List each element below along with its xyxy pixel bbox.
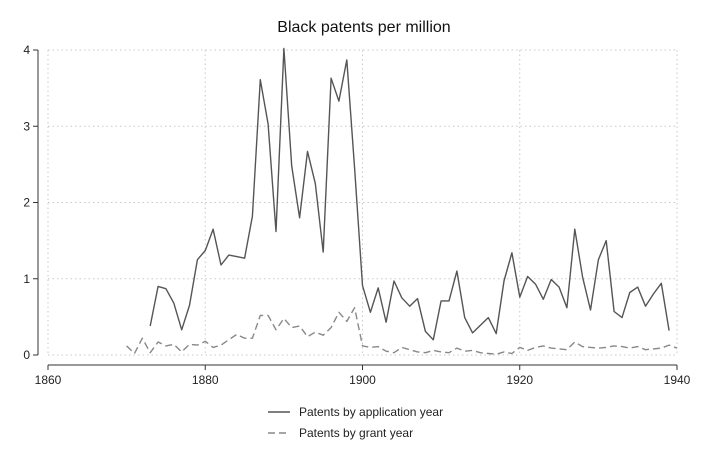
series-lines: [126, 47, 678, 355]
series-line-grant-year: [126, 307, 678, 355]
x-tick-label: 1880: [192, 373, 219, 387]
y-tick-label: 1: [23, 272, 30, 286]
y-tick-label: 2: [23, 196, 30, 210]
grid-lines: [47, 49, 678, 356]
x-tick-label: 1860: [35, 373, 62, 387]
chart-title: Black patents per million: [277, 19, 450, 36]
tick-labels: 0 1 2 3 4 1860 1880 1900 1920 1940: [23, 43, 690, 387]
legend: Patents by application year Patents by g…: [268, 405, 443, 440]
legend-label-grant-year: Patents by grant year: [299, 426, 413, 440]
legend-label-application-year: Patents by application year: [299, 405, 443, 419]
y-tick-label: 3: [23, 119, 30, 133]
axes: [33, 49, 678, 370]
x-tick-label: 1920: [506, 373, 533, 387]
series-line-application-year: [149, 47, 670, 341]
x-tick-label: 1940: [664, 373, 691, 387]
x-tick-label: 1900: [349, 373, 376, 387]
y-tick-label: 4: [23, 43, 30, 57]
y-tick-label: 0: [23, 348, 30, 362]
